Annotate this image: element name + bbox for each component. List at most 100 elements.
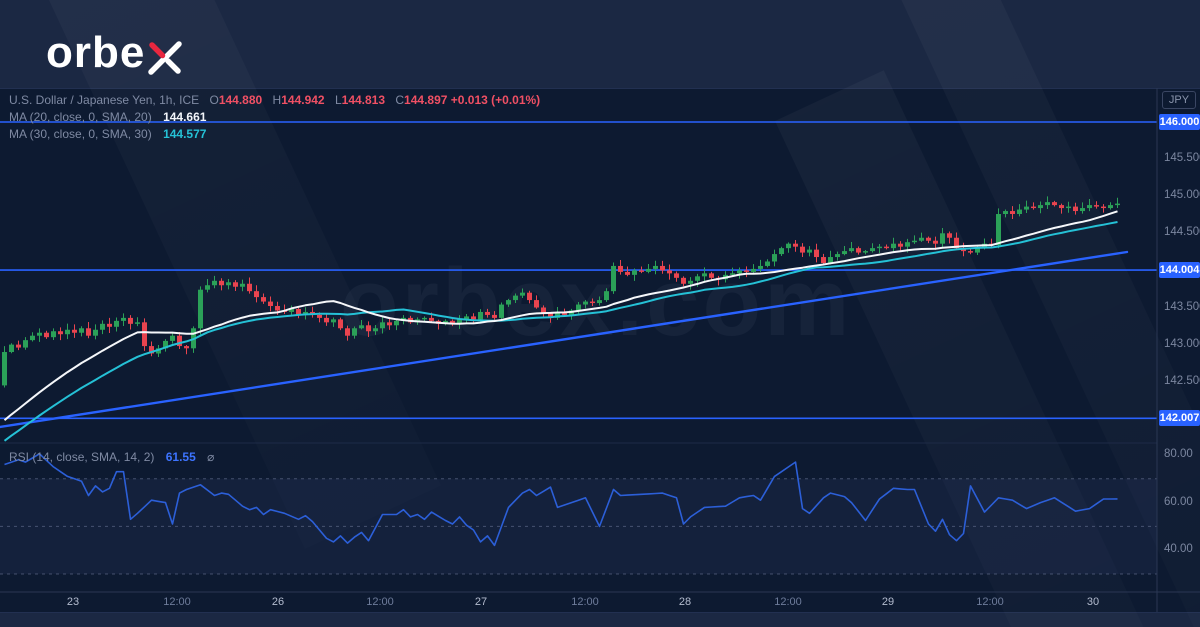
candle-body xyxy=(135,322,140,324)
candle-body xyxy=(261,297,266,302)
symbol-legend[interactable]: U.S. Dollar / Japanese Yen, 1h, ICE O144… xyxy=(9,93,540,107)
time-axis-label: 12:00 xyxy=(366,596,394,608)
candle-body xyxy=(1017,209,1022,215)
ma30-label: MA (30, close, 0, SMA, 30) xyxy=(9,127,152,141)
candle-body xyxy=(968,251,973,253)
candle-body xyxy=(1087,205,1092,209)
candle-body xyxy=(765,261,770,266)
candle-body xyxy=(51,331,56,338)
rsi-legend[interactable]: RSI (14, close, SMA, 14, 2) 61.55 ⌀ xyxy=(9,450,214,464)
candles-group xyxy=(2,196,1120,388)
candle-body xyxy=(457,319,462,324)
price-axis-label: 143.000 xyxy=(1164,337,1200,350)
candle-body xyxy=(590,301,595,304)
candle-body xyxy=(940,233,945,244)
rsi-hide-icon[interactable]: ⌀ xyxy=(207,450,215,464)
candle-body xyxy=(240,283,245,287)
candle-body xyxy=(653,265,658,269)
candle-body xyxy=(1115,203,1120,206)
candle-body xyxy=(233,282,238,287)
time-axis-label: 30 xyxy=(1086,596,1100,608)
candle-body xyxy=(331,319,336,323)
candle-body xyxy=(394,320,399,326)
time-axis-label: 29 xyxy=(881,596,895,608)
candle-body xyxy=(1080,208,1085,212)
candle-body xyxy=(793,243,798,247)
rsi-label: RSI (14, close, SMA, 14, 2) xyxy=(9,450,155,464)
price-axis-label: 144.500 xyxy=(1164,226,1200,239)
candle-body xyxy=(58,331,63,335)
candle-body xyxy=(156,348,161,354)
candle-body xyxy=(93,329,98,336)
candle-body xyxy=(520,292,525,296)
candle-body xyxy=(79,328,84,333)
time-axis-label: 12:00 xyxy=(976,596,1004,608)
candle-body xyxy=(1003,211,1008,215)
candle-body xyxy=(954,237,959,249)
candle-body xyxy=(387,322,392,326)
rsi-axis-label: 40.00 xyxy=(1164,543,1193,556)
rsi-value: 61.55 xyxy=(165,450,196,464)
price-level-badge: 146.000 xyxy=(1159,114,1200,130)
candle-body xyxy=(163,340,168,349)
candle-body xyxy=(632,270,637,275)
low-value: 144.813 xyxy=(341,93,386,107)
candle-body xyxy=(1059,205,1064,209)
candle-body xyxy=(485,311,490,315)
candle-body xyxy=(345,328,350,336)
ma30-line xyxy=(3,221,1118,442)
candle-body xyxy=(891,243,896,249)
symbol-title: U.S. Dollar / Japanese Yen, 1h, ICE xyxy=(9,93,200,107)
candle-body xyxy=(562,311,567,315)
candle-body xyxy=(219,280,224,286)
open-value: 144.880 xyxy=(218,93,263,107)
candle-body xyxy=(730,273,735,275)
candle-body xyxy=(366,325,371,332)
candle-body xyxy=(660,265,665,271)
footer-strip xyxy=(0,612,1200,627)
header-strip xyxy=(0,0,1200,89)
candle-body xyxy=(289,308,294,312)
candle-body xyxy=(870,248,875,252)
candle-body xyxy=(541,307,546,314)
high-label: H xyxy=(272,93,282,107)
candle-body xyxy=(478,311,483,320)
candle-body xyxy=(639,270,644,272)
time-axis-label: 26 xyxy=(271,596,285,608)
candle-body xyxy=(121,317,126,321)
candle-body xyxy=(835,254,840,258)
price-axis-label: 145.000 xyxy=(1164,189,1200,202)
candle-body xyxy=(548,313,553,318)
candle-body xyxy=(688,280,693,284)
candle-body xyxy=(114,320,119,327)
candle-body xyxy=(849,248,854,252)
change-value: +0.013 (+0.01%) xyxy=(450,93,541,107)
candle-body xyxy=(884,246,889,249)
candle-body xyxy=(919,237,924,241)
candle-body xyxy=(23,340,28,348)
ma20-legend[interactable]: MA (20, close, 0, SMA, 20) 144.661 xyxy=(9,110,206,124)
candle-body xyxy=(44,332,49,338)
orbex-logo: orbe xyxy=(46,28,183,78)
candle-body xyxy=(758,265,763,269)
candle-body xyxy=(898,243,903,247)
time-axis-label: 27 xyxy=(474,596,488,608)
candle-body xyxy=(499,304,504,318)
rsi-line xyxy=(4,452,1118,547)
candle-body xyxy=(254,291,259,298)
candle-body xyxy=(1038,205,1043,209)
candle-body xyxy=(86,328,91,336)
ma30-legend[interactable]: MA (30, close, 0, SMA, 30) 144.577 xyxy=(9,127,206,141)
candle-body xyxy=(149,346,154,354)
candle-body xyxy=(800,246,805,253)
candle-body xyxy=(1031,206,1036,209)
candle-body xyxy=(1052,202,1057,206)
currency-button[interactable]: JPY xyxy=(1162,91,1196,109)
time-axis-label: 12:00 xyxy=(163,596,191,608)
candle-body xyxy=(772,254,777,262)
candle-body xyxy=(450,320,455,324)
candle-body xyxy=(30,335,35,341)
candle-body xyxy=(996,214,1001,246)
candle-body xyxy=(324,317,329,323)
